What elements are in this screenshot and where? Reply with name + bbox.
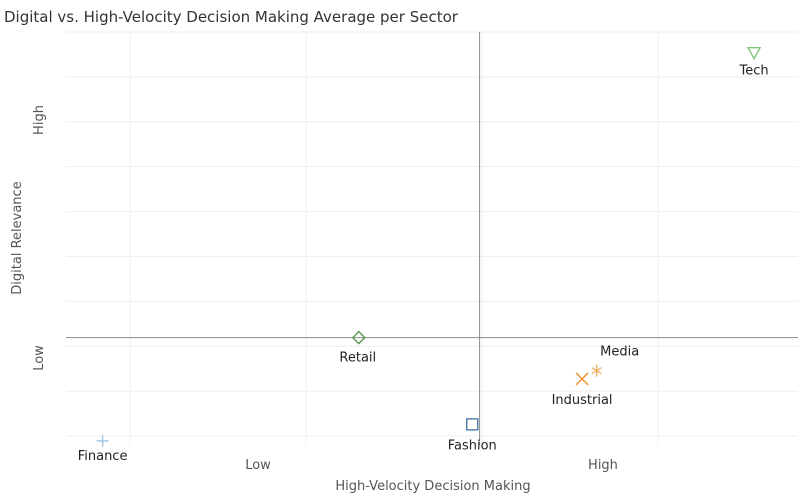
point-labels: Tech Retail Media Industrial Fashion Finance (78, 64, 769, 464)
point-retail-marker (351, 330, 366, 345)
point-label-fashion: Fashion (448, 438, 497, 453)
point-industrial-marker (575, 372, 589, 386)
point-label-media: Media (600, 345, 639, 360)
point-label-industrial: Industrial (552, 393, 613, 408)
point-media-marker (591, 364, 602, 377)
x-axis-title: High-Velocity Decision Making (335, 479, 530, 494)
point-fashion-marker (466, 418, 479, 431)
y-tick-high: High (32, 105, 47, 135)
point-label-retail: Retail (339, 351, 376, 366)
point-label-finance: Finance (78, 449, 128, 464)
grid (66, 31, 798, 445)
reference-lines (66, 32, 798, 445)
x-tick-high: High (588, 458, 618, 473)
point-tech-marker (746, 46, 762, 61)
chart-title: Digital vs. High-Velocity Decision Makin… (4, 8, 459, 26)
data-points (96, 46, 762, 447)
x-tick-low: Low (245, 458, 271, 473)
point-label-tech: Tech (739, 64, 769, 79)
y-tick-low: Low (32, 345, 47, 371)
y-axis-title: Digital Relevance (10, 181, 25, 294)
point-finance-marker (96, 434, 109, 447)
